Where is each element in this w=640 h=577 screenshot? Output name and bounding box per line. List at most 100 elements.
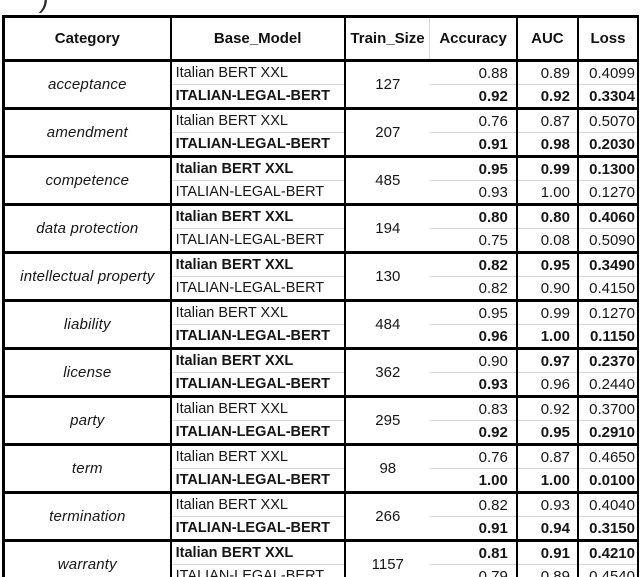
category-cell: party <box>3 395 172 445</box>
train-size-cell: 130 <box>344 251 430 301</box>
loss-cell: 0.2440 <box>577 372 638 397</box>
auc-cell: 1.00 <box>516 180 579 205</box>
category-cell: license <box>3 347 172 397</box>
table-header: Category Base_Model Train_Size Accuracy … <box>3 16 638 62</box>
loss-cell: 0.1270 <box>577 180 638 205</box>
category-cell: warranty <box>3 539 172 577</box>
auc-cell: 0.99 <box>516 299 579 325</box>
model-cell: Italian BERT XXL <box>170 347 346 373</box>
train-size-cell: 1157 <box>344 539 430 577</box>
auc-cell: 1.00 <box>516 324 579 349</box>
loss-cell: 0.2030 <box>577 132 638 157</box>
table-row: license Italian BERT XXL 362 0.90 0.97 0.2370 <box>3 347 638 397</box>
accuracy-cell: 0.82 <box>429 251 518 277</box>
table-row: ITALIAN-LEGAL-BERT 0.91 0.98 0.2030 <box>4 132 638 157</box>
loss-cell: 0.1270 <box>577 299 638 325</box>
auc-cell: 0.92 <box>516 84 579 109</box>
table-row: ITALIAN-LEGAL-BERT 0.93 0.96 0.2440 <box>4 372 638 397</box>
table-row: ITALIAN-LEGAL-BERT 0.91 0.94 0.3150 <box>4 516 638 541</box>
table-row: ITALIAN-LEGAL-BERT 0.93 1.00 0.1270 <box>4 180 638 205</box>
loss-cell: 0.1300 <box>577 155 638 181</box>
auc-cell: 0.99 <box>516 155 579 181</box>
category-cell: termination <box>3 491 172 541</box>
loss-cell: 0.4040 <box>577 491 638 517</box>
table-row: ITALIAN-LEGAL-BERT 0.92 0.92 0.3304 <box>4 84 638 109</box>
table-row: ITALIAN-LEGAL-BERT 0.96 1.00 0.1150 <box>4 324 638 349</box>
model-cell: ITALIAN-LEGAL-BERT <box>170 132 346 157</box>
loss-cell: 0.4060 <box>577 203 638 229</box>
results-table: Category Base_Model Train_Size Accuracy … <box>2 15 639 577</box>
auc-cell: 0.08 <box>516 228 579 253</box>
model-cell: ITALIAN-LEGAL-BERT <box>170 84 346 109</box>
model-cell: Italian BERT XXL <box>170 491 346 517</box>
table-row: ITALIAN-LEGAL-BERT 0.79 0.89 0.4540 <box>4 564 638 577</box>
category-cell: competence <box>3 155 172 205</box>
accuracy-cell: 0.82 <box>429 491 518 517</box>
accuracy-cell: 0.76 <box>429 107 518 133</box>
auc-cell: 0.87 <box>516 443 579 469</box>
accuracy-cell: 0.91 <box>429 132 518 157</box>
column-header-loss: Loss <box>577 16 638 62</box>
column-header-train-size: Train_Size <box>344 16 431 62</box>
auc-cell: 0.89 <box>516 564 579 577</box>
train-size-cell: 98 <box>344 443 430 493</box>
accuracy-cell: 0.82 <box>429 276 518 301</box>
train-size-cell: 266 <box>344 491 430 541</box>
model-cell: Italian BERT XXL <box>170 59 346 85</box>
accuracy-cell: 0.92 <box>429 420 518 445</box>
train-size-cell: 484 <box>344 299 430 349</box>
column-header-accuracy: Accuracy <box>429 16 518 62</box>
category-cell: liability <box>3 299 172 349</box>
loss-cell: 0.4540 <box>577 564 638 577</box>
table-row: party Italian BERT XXL 295 0.83 0.92 0.3700 <box>3 395 638 445</box>
accuracy-cell: 1.00 <box>429 468 518 493</box>
auc-cell: 0.94 <box>516 516 579 541</box>
category-cell: term <box>3 443 172 493</box>
auc-cell: 0.90 <box>516 276 579 301</box>
category-cell: acceptance <box>3 59 172 109</box>
table-row: ITALIAN-LEGAL-BERT 1.00 1.00 0.0100 <box>4 468 638 493</box>
auc-cell: 0.80 <box>516 203 579 229</box>
table-row: intellectual property Italian BERT XXL 130… <box>3 251 638 301</box>
auc-cell: 0.95 <box>516 251 579 277</box>
model-cell: Italian BERT XXL <box>170 155 346 181</box>
model-cell: ITALIAN-LEGAL-BERT <box>170 228 346 253</box>
model-cell: ITALIAN-LEGAL-BERT <box>170 468 346 493</box>
table-body: acceptance Italian BERT XXL 127 0.88 0.89 0.4… <box>3 59 638 577</box>
model-cell: Italian BERT XXL <box>170 107 346 133</box>
table-row: liability Italian BERT XXL 484 0.95 0.99 0.12… <box>3 299 638 349</box>
column-header-base-model: Base_Model <box>170 16 346 62</box>
loss-cell: 0.3490 <box>577 251 638 277</box>
train-size-cell: 362 <box>344 347 430 397</box>
loss-cell: 0.4150 <box>577 276 638 301</box>
category-cell: intellectual property <box>3 251 172 301</box>
auc-cell: 0.87 <box>516 107 579 133</box>
caption-fragment: ) <box>38 0 51 15</box>
model-cell: Italian BERT XXL <box>170 395 346 421</box>
model-cell: ITALIAN-LEGAL-BERT <box>170 516 346 541</box>
accuracy-cell: 0.88 <box>429 59 518 85</box>
loss-cell: 0.4099 <box>577 59 638 85</box>
model-cell: Italian BERT XXL <box>170 251 346 277</box>
table-row: ITALIAN-LEGAL-BERT 0.92 0.95 0.2910 <box>4 420 638 445</box>
table-row: term Italian BERT XXL 98 0.76 0.87 0.4650 <box>3 443 638 493</box>
accuracy-cell: 0.93 <box>429 180 518 205</box>
table-row: amendment Italian BERT XXL 207 0.76 0.87 0.50… <box>3 107 638 157</box>
accuracy-cell: 0.83 <box>429 395 518 421</box>
category-cell: data protection <box>3 203 172 253</box>
column-header-auc: AUC <box>516 16 579 62</box>
model-cell: ITALIAN-LEGAL-BERT <box>170 324 346 349</box>
loss-cell: 0.2370 <box>577 347 638 373</box>
model-cell: ITALIAN-LEGAL-BERT <box>170 372 346 397</box>
model-cell: ITALIAN-LEGAL-BERT <box>170 564 346 577</box>
accuracy-cell: 0.95 <box>429 299 518 325</box>
accuracy-cell: 0.92 <box>429 84 518 109</box>
accuracy-cell: 0.81 <box>429 539 518 565</box>
train-size-cell: 127 <box>344 59 430 109</box>
loss-cell: 0.3700 <box>577 395 638 421</box>
accuracy-cell: 0.80 <box>429 203 518 229</box>
model-cell: ITALIAN-LEGAL-BERT <box>170 276 346 301</box>
table-row: acceptance Italian BERT XXL 127 0.88 0.89 0.4… <box>3 59 638 109</box>
auc-cell: 0.98 <box>516 132 579 157</box>
